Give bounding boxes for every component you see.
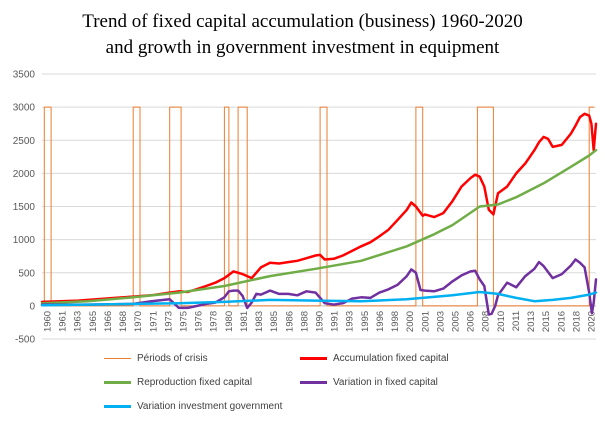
x-tick-label: 1976 — [194, 311, 205, 332]
y-tick-label: 3500 — [13, 70, 36, 81]
x-tick-label: 1963 — [73, 311, 84, 332]
series-line-accumulation — [40, 112, 598, 304]
x-tick-label: 1986 — [284, 311, 295, 332]
y-tick-label: 2500 — [13, 136, 36, 147]
y-axis: -500 0 500 1000 1500 2000 2500 3000 3500 — [13, 70, 36, 346]
x-tick-label: 2005 — [450, 311, 461, 332]
legend-swatch-crisis — [104, 358, 131, 359]
x-tick-label: 1993 — [345, 311, 356, 332]
x-tick-label: 1973 — [163, 311, 174, 332]
legend-swatch-variation-fixed — [300, 381, 327, 384]
x-tick-label: 1981 — [239, 311, 250, 332]
x-tick-label: 1985 — [269, 311, 280, 332]
x-tick-label: 1978 — [209, 311, 220, 332]
chart-title-line1: Trend of fixed capital accumulation (bus… — [82, 11, 523, 32]
series-line-variation-fixed — [40, 258, 598, 316]
legend-swatch-reproduction — [104, 381, 131, 384]
x-tick-label: 1971 — [148, 311, 159, 332]
x-tick-label: 1966 — [103, 311, 114, 332]
legend-swatch-accumulation — [300, 357, 327, 360]
series-line-government — [40, 290, 598, 307]
x-tick-label: 1980 — [224, 311, 235, 332]
x-tick-label: 2000 — [405, 311, 416, 332]
y-tick-label: 3000 — [13, 103, 36, 114]
legend-item-government: Variation investment government — [104, 401, 282, 412]
series-line-reproduction — [40, 148, 598, 305]
x-tick-label: 1988 — [299, 311, 310, 332]
x-tick-label: 1968 — [118, 311, 129, 332]
x-tick-label: 2016 — [556, 311, 567, 332]
x-tick-label: 2011 — [511, 311, 522, 331]
x-tick-label: 1970 — [133, 311, 144, 332]
x-tick-label: 1960 — [42, 311, 53, 332]
legend-item-reproduction: Reproduction fixed capital — [104, 377, 252, 388]
y-tick-label: 1000 — [13, 235, 36, 246]
legend-label-reproduction: Reproduction fixed capital — [137, 377, 253, 388]
y-tick-label: 1500 — [13, 202, 36, 213]
legend-label-crisis: Périods of crisis — [137, 353, 208, 364]
x-tick-label: 1991 — [330, 311, 341, 332]
x-tick-label: 2008 — [481, 311, 492, 332]
y-tick-label: 2000 — [13, 169, 36, 180]
x-tick-label: 1990 — [314, 311, 325, 332]
gridlines — [42, 73, 596, 340]
legend-item-accumulation: Accumulation fixed capital — [300, 353, 449, 364]
x-tick-label: 2001 — [420, 311, 431, 332]
x-tick-label: 2010 — [496, 311, 507, 332]
x-tick-label: 2013 — [526, 311, 537, 332]
legend-label-variation-fixed: Variation in fixed capital — [333, 377, 438, 388]
x-tick-label: 1996 — [375, 311, 386, 332]
x-tick-label: 1983 — [254, 311, 265, 332]
x-axis: 1960 1961 1963 1965 1966 1968 1970 1971 1973 1975… — [42, 305, 597, 332]
x-tick-label: 2015 — [541, 311, 552, 332]
y-tick-label: 500 — [18, 268, 35, 279]
y-tick-label: 0 — [29, 301, 35, 312]
legend-label-accumulation: Accumulation fixed capital — [333, 353, 449, 364]
x-tick-label: 2006 — [466, 311, 477, 332]
legend-item-variation-fixed: Variation in fixed capital — [300, 377, 438, 388]
y-tick-label: -500 — [15, 335, 35, 346]
x-tick-label: 1998 — [390, 311, 401, 332]
x-tick-label: 1961 — [58, 311, 69, 332]
x-tick-label: 1975 — [178, 311, 189, 332]
legend-label-government: Variation investment government — [137, 401, 283, 412]
series-lines — [40, 106, 598, 316]
x-tick-label: 2018 — [571, 311, 582, 332]
chart-title-line2: and growth in government investment in e… — [105, 37, 500, 58]
x-tick-label: 2003 — [435, 311, 446, 332]
x-tick-label: 2020 — [586, 311, 597, 332]
legend-swatch-government — [104, 405, 131, 408]
x-tick-label: 1965 — [88, 311, 99, 332]
legend-item-crisis: Périods of crisis — [104, 353, 208, 364]
x-tick-label: 1995 — [360, 311, 371, 332]
